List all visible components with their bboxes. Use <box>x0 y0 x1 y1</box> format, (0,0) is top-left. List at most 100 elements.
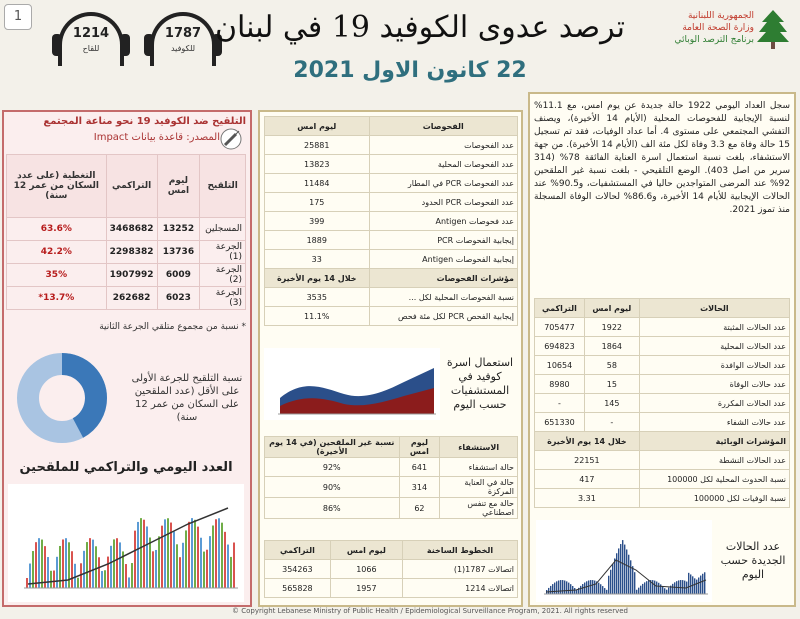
table-row: عدد الحالات النشطة 22151 <box>534 450 791 470</box>
cell-value: 1889 <box>264 230 370 250</box>
row-label: عدد حالات الشفاء <box>638 412 791 432</box>
vaccination-bar <box>65 538 67 588</box>
new-cases-bar <box>558 580 560 594</box>
new-cases-bar <box>684 580 686 594</box>
table-row: نسبة الحدوث المحلية لكل 100000 417 <box>534 469 791 489</box>
new-cases-bar <box>704 572 706 594</box>
new-cases-bar <box>608 575 610 594</box>
column-header: نسبة غير الملقحين (في 14 يوم الأخيرة) <box>264 436 400 458</box>
new-cases-bar <box>700 575 702 594</box>
column-header: ليوم امس <box>329 540 403 560</box>
new-cases-bar <box>596 581 598 594</box>
vaccination-bar <box>68 542 70 588</box>
new-cases-bar <box>658 582 660 594</box>
new-cases-bar <box>574 587 576 594</box>
table-header-row: الاستشفاء ليوم امس نسبة غير الملقحين (في… <box>264 436 518 458</box>
new-cases-bar <box>650 580 652 594</box>
vaccination-bar <box>209 536 211 588</box>
column-header: ليوم امس <box>398 436 441 458</box>
new-cases-bar <box>592 580 594 594</box>
vaccination-bar <box>164 519 166 588</box>
vaccination-bar <box>221 522 223 588</box>
new-cases-bar <box>600 584 602 594</box>
vaccination-bar <box>185 530 187 588</box>
cell-daily: - <box>583 412 640 432</box>
column-header: التراكمي <box>534 298 585 318</box>
cell-cumulative: 3468682 <box>105 217 158 241</box>
cell-daily: 6009 <box>156 263 201 287</box>
vaccination-bar <box>44 546 46 588</box>
headset-ear-right-icon <box>120 34 130 56</box>
table-row: نسبة الفحوصات المحلية لكل ... 3535 <box>264 287 519 307</box>
new-cases-bar <box>672 583 674 594</box>
cell-daily: 6023 <box>156 286 201 310</box>
table-row: عدد الفحوصات PCR الحدود 175 <box>264 192 519 212</box>
hotline-table: الخطوط الساخنة ليوم امس التراكمي اتصالات… <box>264 540 519 598</box>
cell-coverage: 42.2% <box>6 240 107 264</box>
vaccination-bar <box>86 542 88 588</box>
new-cases-bar <box>664 588 666 594</box>
vaccination-bar <box>176 544 178 588</box>
vaccination-bar <box>161 525 163 588</box>
vaccination-bar <box>92 539 94 588</box>
vaccination-bar <box>182 542 184 588</box>
column-header: التغطية (على عدد السكان من عمر 12 سنة) <box>6 154 107 218</box>
new-cases-bar <box>578 587 580 594</box>
row-label: عدد الفحوصات المحلية <box>368 154 519 174</box>
cell-cumulative: 262682 <box>105 286 158 310</box>
new-cases-bar <box>642 583 644 594</box>
new-cases-bar <box>548 587 550 594</box>
cases-chart-caption: عدد الحالات الجديدة حسب اليوم <box>720 540 786 581</box>
table-row: عدد الحالات المحلية 1864 694823 <box>534 336 791 356</box>
cell-daily: 15 <box>583 374 640 394</box>
cell-value: 3535 <box>264 287 370 307</box>
new-cases-bar <box>632 566 634 594</box>
new-cases-bar <box>688 572 690 594</box>
headset-ear-right-icon <box>212 34 222 56</box>
cell-daily: 1864 <box>583 336 640 356</box>
vaccination-bar <box>128 577 130 588</box>
new-cases-bar <box>630 560 632 594</box>
vaccination-bar <box>125 564 127 588</box>
new-cases-bar <box>698 577 700 594</box>
table-row: عدد حالات الشفاء -651330 <box>534 412 791 432</box>
hospital-chart-caption: استعمال اسرة كوفيد في المستشفيات حسب الي… <box>446 356 514 411</box>
vaccination-bar <box>56 556 58 588</box>
new-cases-bar <box>648 580 650 594</box>
vaccination-bar <box>215 519 217 588</box>
vaccination-bar <box>26 578 28 588</box>
table-row: الجرعة (1) 13736 2298382 42.2% <box>6 240 246 264</box>
cell-daily: 1957 <box>329 578 403 598</box>
cell-pct: 92% <box>264 457 400 477</box>
vaccination-title: التلقيح ضد الكوفيد 19 نحو مناعة المجتمع <box>43 116 246 127</box>
column-header: التراكمي <box>264 540 331 560</box>
cell-daily: 145 <box>583 393 640 413</box>
table-header-row: الخطوط الساخنة ليوم امس التراكمي <box>264 540 519 560</box>
new-cases-bar <box>626 549 628 594</box>
new-cases-bar <box>590 580 592 594</box>
cell-value: 13823 <box>264 154 370 174</box>
hotline-label: للقاح <box>82 44 100 53</box>
new-cases-bar <box>680 580 682 594</box>
hospital-beds-chart <box>264 348 440 420</box>
vaccination-bar <box>149 537 151 588</box>
row-label: الجرعة (3) <box>199 286 246 310</box>
column-header: ليوم امس <box>156 154 201 218</box>
row-label: عدد الفحوصات PCR الحدود <box>368 192 519 212</box>
new-cases-bar <box>682 580 684 594</box>
new-cases-bar <box>568 582 570 594</box>
cell-coverage: 13.7%* <box>6 286 107 310</box>
vaccination-bar <box>71 551 73 588</box>
new-cases-bar <box>666 589 668 594</box>
table-row: عدد حالات الوفاة 15 8980 <box>534 374 791 394</box>
vaccination-bar <box>116 538 118 588</box>
vaccination-bar <box>191 518 193 588</box>
vaccination-bar <box>119 542 121 588</box>
cell-cumulative: 651330 <box>534 412 585 432</box>
vaccination-bar <box>62 539 64 588</box>
vaccination-bar <box>59 545 61 588</box>
cell-cumulative: - <box>534 393 585 413</box>
new-cases-bar <box>584 582 586 594</box>
new-cases-bar <box>606 589 608 594</box>
new-cases-bar <box>566 581 568 594</box>
